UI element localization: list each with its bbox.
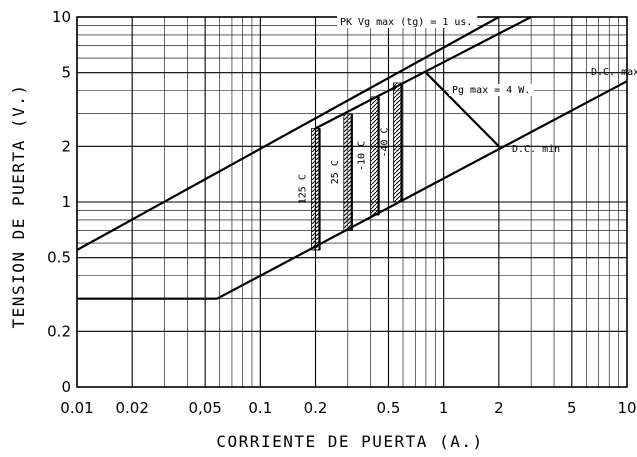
series-line (425, 71, 500, 148)
series-line (77, 80, 628, 300)
annotation-bg (337, 16, 478, 28)
temperature-label: 25 C (330, 160, 341, 184)
annotation-bg (449, 84, 535, 96)
x-tick-label: 10 (617, 399, 636, 417)
x-tick-label: 0,05 (188, 399, 221, 417)
x-tick-label: 0.5 (377, 399, 401, 417)
annotation: D.C. min (512, 144, 560, 155)
annotations: PK Vg max (tg) = 1 us. Pg max = 4 W. D.C. … (337, 16, 637, 155)
temperature-label: -40 C (380, 127, 391, 157)
x-tick-label: 1 (439, 399, 449, 417)
x-tick-label: 0.1 (248, 399, 272, 417)
series-line (76, 16, 500, 251)
y-tick-label: 2 (61, 137, 71, 155)
x-tick-label: 5 (567, 399, 577, 417)
series-line (314, 16, 532, 130)
tick-labels: 0.01 0.02 0,05 0.1 0.2 0.5 1 2 5 10 0 0.2 0.5 1 2 5 10 (47, 8, 636, 417)
y-tick-label: 0 (61, 378, 71, 396)
y-tick-label: 0.5 (47, 249, 71, 267)
temperature-band (311, 127, 320, 251)
y-tick-label: 10 (52, 8, 71, 26)
x-tick-label: 2 (494, 399, 504, 417)
x-tick-label: 0.01 (60, 399, 93, 417)
x-axis-label: CORRIENTE DE PUERTA (A.) (216, 432, 483, 451)
y-axis-label: TENSION DE PUERTA (V.) (9, 84, 28, 329)
temperature-label: 125 C (298, 174, 309, 204)
temperature-bands: 125 C 25 C -10 C -40 C (298, 82, 403, 251)
y-tick-label: 1 (61, 193, 71, 211)
x-tick-label: 0.2 (304, 399, 328, 417)
temperature-label: -10 C (357, 141, 368, 171)
temperature-band (343, 113, 353, 232)
temperature-band (393, 82, 402, 203)
annotation: Pg max = 4 W. (452, 85, 530, 96)
temperature-band (370, 96, 379, 216)
y-tick-label: 0.2 (47, 322, 71, 340)
annotation: PK Vg max (tg) = 1 us. (340, 17, 472, 28)
annotation: D.C. max (591, 67, 637, 78)
x-tick-label: 0.02 (115, 399, 148, 417)
series-lines (76, 16, 628, 300)
y-tick-label: 5 (61, 64, 71, 82)
